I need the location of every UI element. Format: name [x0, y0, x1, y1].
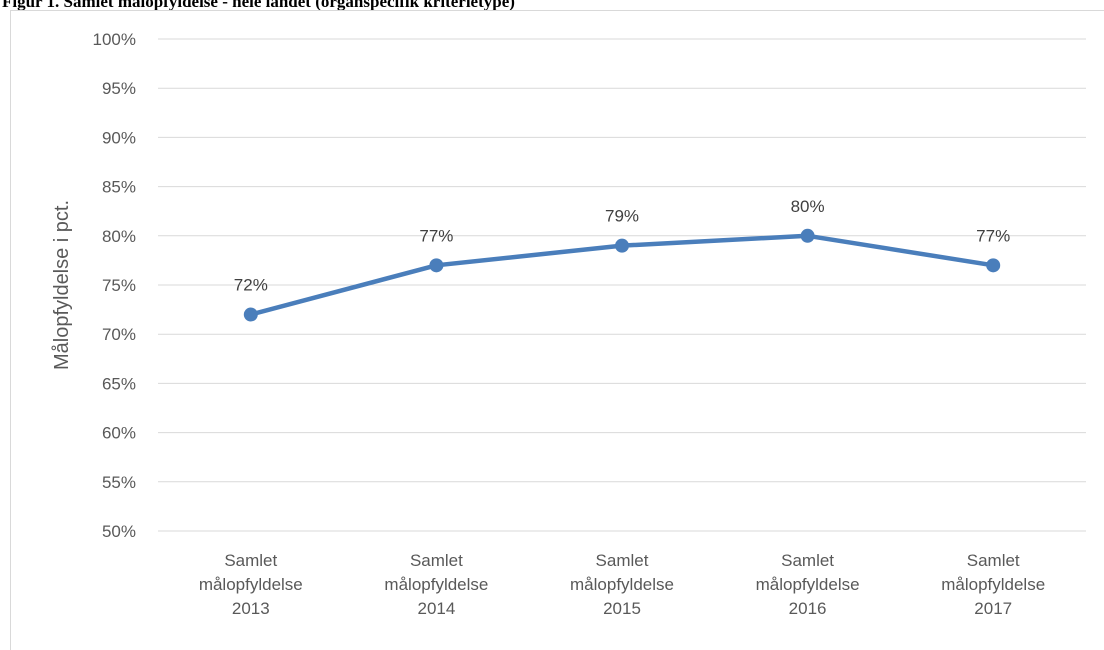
x-tick-label: Samlet målopfyldelse 2015 [570, 551, 674, 618]
y-tick-label: 70% [102, 325, 136, 344]
y-tick-labels: 50% 55% 60% 65% 70% 75% 80% 85% 90% 95% 100% [93, 30, 136, 541]
y-tick-label: 80% [102, 227, 136, 246]
y-tick-label: 100% [93, 30, 136, 49]
data-point [800, 228, 815, 243]
data-label: 80% [791, 197, 825, 216]
y-tick-label: 85% [102, 178, 136, 197]
data-labels: 72% 77% 79% 80% 77% [234, 197, 1010, 295]
y-tick-label: 65% [102, 374, 136, 393]
y-tick-label: 90% [102, 128, 136, 147]
y-tick-label: 75% [102, 276, 136, 295]
x-tick-label: Samlet målopfyldelse 2013 [199, 551, 303, 618]
data-label: 72% [234, 276, 268, 295]
y-tick-label: 55% [102, 473, 136, 492]
x-tick-label: Samlet målopfyldelse 2016 [756, 551, 860, 618]
chart-frame [10, 10, 1104, 650]
data-point [243, 307, 258, 322]
chart-title: Figur 1. Samlet målopfyldelse - hele lan… [2, 0, 515, 11]
x-category-labels: Samlet målopfyldelse 2013 Samlet målopfyldel… [199, 551, 1045, 618]
y-axis-label: Målopfyldelse i pct. [51, 200, 73, 370]
x-tick-label: Samlet målopfyldelse 2014 [384, 551, 488, 618]
y-tick-label: 50% [102, 522, 136, 541]
x-tick-label: Samlet målopfyldelse 2017 [941, 551, 1045, 618]
series-group [243, 228, 1001, 322]
y-tick-label: 95% [102, 79, 136, 98]
data-point [615, 238, 629, 253]
data-label: 77% [976, 226, 1010, 245]
data-point [986, 258, 1001, 273]
y-tick-label: 60% [102, 424, 136, 443]
data-label: 77% [419, 226, 453, 245]
gridlines [158, 38, 1086, 532]
data-label: 79% [605, 207, 639, 226]
data-point [429, 258, 444, 273]
